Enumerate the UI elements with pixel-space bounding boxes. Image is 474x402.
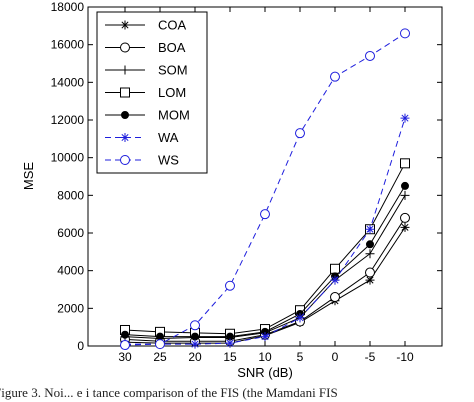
data-point-wa xyxy=(330,275,340,285)
legend-label: SOM xyxy=(158,63,188,78)
legend-item-boa: BOA xyxy=(105,40,186,55)
x-tick-label: 25 xyxy=(153,350,167,364)
data-point-wa xyxy=(225,338,235,348)
series-mom xyxy=(121,181,409,341)
x-tick-label: 20 xyxy=(188,350,202,364)
y-tick-label: 2000 xyxy=(57,301,84,315)
data-point-mom xyxy=(121,330,129,339)
y-tick-label: 0 xyxy=(77,339,84,353)
legend-marker xyxy=(120,20,130,30)
data-point-som xyxy=(400,190,410,200)
data-point-ws xyxy=(225,280,235,291)
data-point-ws xyxy=(295,128,305,139)
legend-label: LOM xyxy=(158,85,186,100)
data-point-ws xyxy=(365,50,375,61)
data-point-wa xyxy=(295,313,305,323)
x-tick-label: 5 xyxy=(297,350,304,364)
legend-marker xyxy=(120,42,130,53)
legend-marker xyxy=(120,133,130,142)
y-axis-ticks: 0 2000 4000 6000 8000 10000 12000 14000 16000 180… xyxy=(51,0,442,353)
data-point-coa xyxy=(400,222,410,232)
data-point-boa xyxy=(330,292,340,303)
data-point-ws xyxy=(260,209,270,220)
data-point-ws xyxy=(155,339,165,350)
x-tick-label: -5 xyxy=(365,350,376,364)
legend-item-coa: COA xyxy=(105,18,187,33)
y-tick-label: 4000 xyxy=(57,264,84,278)
y-tick-label: 8000 xyxy=(57,188,84,202)
data-point-boa xyxy=(365,267,375,278)
y-tick-label: 16000 xyxy=(51,38,85,52)
y-tick-label: 12000 xyxy=(51,113,85,127)
x-tick-label: 15 xyxy=(223,350,237,364)
legend-marker xyxy=(121,111,129,119)
x-tick-label: -10 xyxy=(396,350,414,364)
data-point-ws xyxy=(190,320,200,331)
legend-marker xyxy=(120,65,130,75)
x-axis-label: SNR (dB) xyxy=(237,365,293,380)
x-tick-label: 10 xyxy=(258,350,272,364)
legend-marker xyxy=(120,155,130,165)
data-point-wa xyxy=(190,339,200,349)
y-tick-label: 18000 xyxy=(51,0,85,14)
data-point-coa xyxy=(365,275,375,285)
data-point-mom xyxy=(401,181,409,190)
data-point-mom xyxy=(156,332,164,341)
y-tick-label: 6000 xyxy=(57,226,84,240)
y-axis-label: MSE xyxy=(21,162,36,191)
legend: COA BOA SOM LOM MOM WA WS xyxy=(96,11,208,174)
data-point-mom xyxy=(191,332,199,341)
legend-item-lom: LOM xyxy=(105,85,186,100)
data-point-wa xyxy=(260,332,270,342)
data-point-lom xyxy=(400,158,410,169)
mse-vs-snr-chart: 0 2000 4000 6000 8000 10000 12000 14000 16000 180… xyxy=(21,0,443,380)
figure-caption: Figure 3. Noi... e i tance comparison of… xyxy=(0,385,338,400)
data-point-ws xyxy=(400,28,410,39)
data-point-ws xyxy=(330,71,340,82)
legend-item-mom: MOM xyxy=(105,108,190,123)
x-tick-label: 0 xyxy=(332,350,339,364)
x-tick-label: 30 xyxy=(118,350,132,364)
legend-label: WA xyxy=(158,130,179,145)
legend-label: COA xyxy=(158,18,187,33)
data-point-lom xyxy=(330,263,340,274)
x-axis-ticks: 30 25 20 15 10 5 0 -5 -10 xyxy=(118,7,414,364)
data-point-boa xyxy=(400,212,410,223)
data-point-wa xyxy=(400,113,410,123)
legend-label: WS xyxy=(158,153,179,168)
series-ws xyxy=(120,28,410,351)
data-point-wa xyxy=(365,224,375,234)
y-tick-label: 14000 xyxy=(51,75,85,89)
data-point-ws xyxy=(120,340,130,351)
legend-label: BOA xyxy=(158,40,186,55)
legend-item-ws: WS xyxy=(105,153,179,168)
y-tick-label: 10000 xyxy=(51,151,85,165)
legend-item-wa: WA xyxy=(105,130,179,145)
legend-marker xyxy=(120,87,130,98)
legend-item-som: SOM xyxy=(105,63,188,78)
legend-label: MOM xyxy=(158,108,190,123)
data-point-mom xyxy=(366,240,374,249)
data-point-som xyxy=(365,249,375,259)
series-layer xyxy=(120,28,410,351)
legend-items: COA BOA SOM LOM MOM WA WS xyxy=(105,18,190,168)
